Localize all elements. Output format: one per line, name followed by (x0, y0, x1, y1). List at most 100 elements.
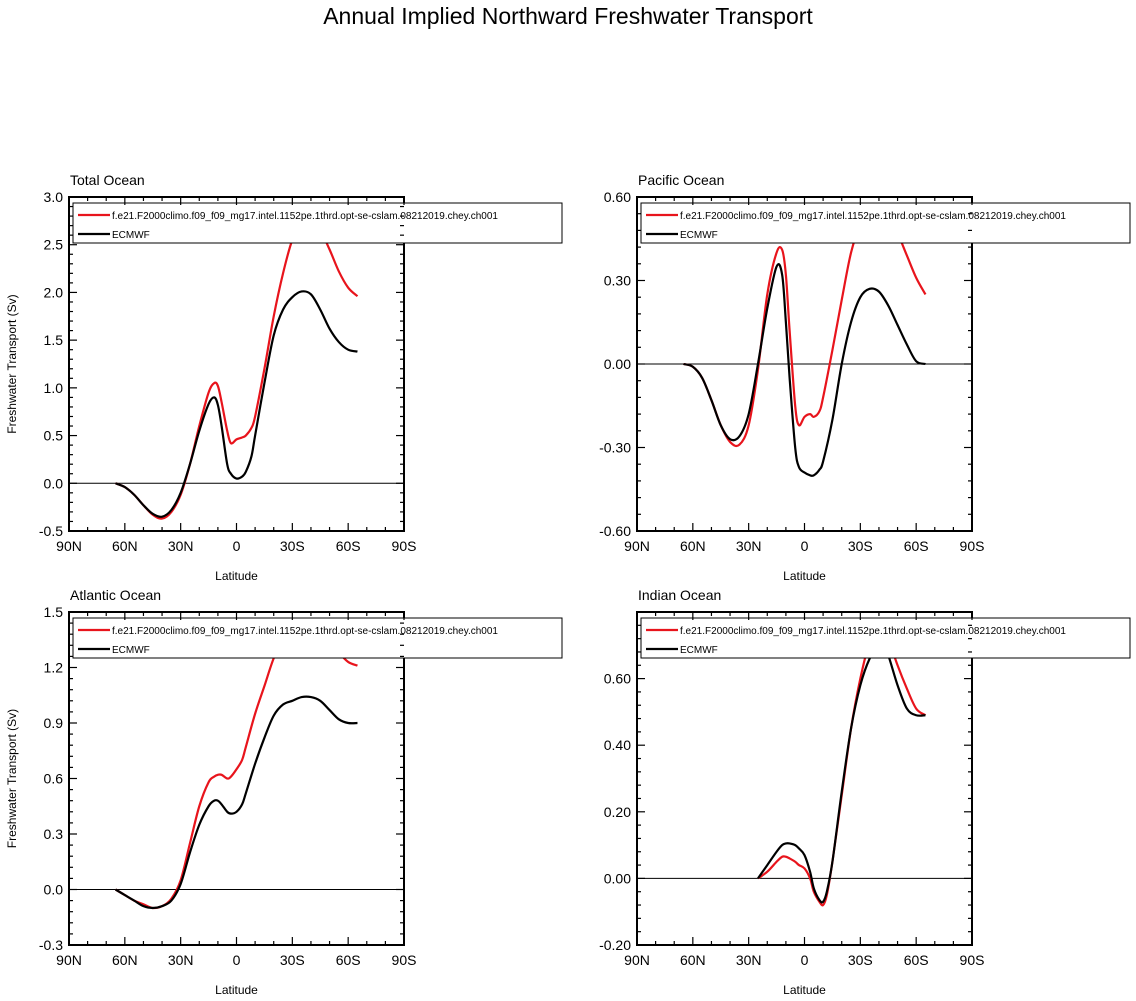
x-tick-label: 30N (736, 952, 762, 968)
x-tick-label: 30N (168, 538, 194, 554)
x-axis-label: Latitude (783, 983, 826, 997)
y-tick-label: 0.00 (604, 356, 631, 372)
y-tick-label: -0.30 (599, 440, 631, 456)
x-tick-label: 90S (960, 952, 985, 968)
y-tick-label: 0.60 (604, 189, 631, 205)
model-series-line (757, 622, 927, 907)
legend: f.e21.F2000climo.f09_f09_mg17.intel.1152… (640, 617, 1131, 659)
legend-box (640, 617, 1131, 659)
y-tick-label: 2.5 (44, 237, 64, 253)
x-tick-label: 90N (56, 952, 82, 968)
x-axis-label: Latitude (215, 983, 258, 997)
legend-label: ECMWF (680, 230, 718, 241)
model-series-line (115, 219, 359, 520)
x-tick-label: 60N (112, 952, 138, 968)
y-tick-label: 0.20 (604, 804, 631, 820)
x-tick-label: 90S (392, 952, 417, 968)
x-tick-label: 60N (680, 538, 706, 554)
panels: Total Ocean f.e21.F2000climo.f09_f09_mg17… (5, 172, 1131, 997)
y-tick-label: 0.6 (44, 771, 64, 787)
y-tick-label: 0.5 (44, 428, 64, 444)
x-tick-label: 90S (960, 538, 985, 554)
panel-title: Indian Ocean (638, 587, 721, 603)
x-tick-label: 90N (624, 952, 650, 968)
y-tick-label: 1.5 (44, 332, 64, 348)
x-tick-label: 90N (56, 538, 82, 554)
ecmwf-series-line (114, 695, 358, 910)
y-tick-label: -0.5 (39, 523, 63, 539)
x-tick-label: 60S (904, 538, 929, 554)
series-group (69, 625, 404, 910)
x-tick-label: 60S (904, 952, 929, 968)
y-tick-label: -0.20 (599, 937, 631, 953)
y-tick-label: 3.0 (44, 189, 64, 205)
x-tick-label: 30S (848, 952, 873, 968)
plot-frame (68, 196, 405, 532)
series-group (69, 219, 404, 520)
y-tick-label: 0.3 (44, 826, 64, 842)
legend: f.e21.F2000climo.f09_f09_mg17.intel.1152… (640, 202, 1131, 244)
x-tick-label: 30S (280, 952, 305, 968)
ecmwf-series-line (115, 290, 358, 518)
panel-title: Atlantic Ocean (70, 587, 161, 603)
x-tick-label: 0 (233, 952, 241, 968)
panel-4: Indian Ocean f.e21.F2000climo.f09_f09_mg1… (599, 587, 1131, 997)
y-tick-label: -0.3 (39, 937, 63, 953)
y-tick-label: -0.60 (599, 523, 631, 539)
legend-label: f.e21.F2000climo.f09_f09_mg17.intel.1152… (112, 211, 498, 222)
x-tick-label: 0 (801, 952, 809, 968)
y-tick-label: 0.60 (604, 671, 631, 687)
x-tick-label: 30N (168, 952, 194, 968)
ecmwf-series-line (683, 263, 926, 477)
plot-frame (68, 611, 405, 946)
legend-label: f.e21.F2000climo.f09_f09_mg17.intel.1152… (680, 626, 1066, 637)
x-axis-label: Latitude (215, 569, 258, 583)
panel-title: Pacific Ocean (638, 172, 724, 188)
model-series-line (683, 206, 927, 448)
y-tick-label: 1.5 (44, 604, 64, 620)
y-tick-label: 1.2 (44, 660, 64, 676)
ecmwf-series-line (757, 642, 926, 904)
y-tick-label: 0.0 (44, 475, 64, 491)
x-tick-label: 60S (336, 538, 361, 554)
panel-title: Total Ocean (70, 172, 145, 188)
x-tick-label: 0 (233, 538, 241, 554)
main-title: Annual Implied Northward Freshwater Tran… (323, 3, 813, 29)
panel-2: Pacific Ocean f.e21.F2000climo.f09_f09_mg… (599, 172, 1131, 583)
x-tick-label: 60N (680, 952, 706, 968)
model-series-line (114, 625, 358, 910)
legend-label: ECMWF (112, 230, 150, 241)
y-tick-label: 1.0 (44, 380, 64, 396)
y-tick-label: 2.0 (44, 284, 64, 300)
x-axis-label: Latitude (783, 569, 826, 583)
legend-box (72, 202, 563, 244)
x-tick-label: 60N (112, 538, 138, 554)
x-tick-label: 30S (280, 538, 305, 554)
x-tick-label: 90S (392, 538, 417, 554)
x-tick-label: 60S (336, 952, 361, 968)
y-tick-label: 0.9 (44, 715, 64, 731)
y-tick-label: 0.40 (604, 737, 631, 753)
x-tick-label: 30N (736, 538, 762, 554)
y-axis-label: Freshwater Transport (Sv) (5, 294, 19, 433)
x-tick-label: 90N (624, 538, 650, 554)
legend-box (72, 617, 563, 659)
panel-1: Total Ocean f.e21.F2000climo.f09_f09_mg17… (5, 172, 563, 583)
plot-frame (636, 611, 973, 946)
y-tick-label: 0.30 (604, 273, 631, 289)
panel-3: Atlantic Ocean f.e21.F2000climo.f09_f09_m… (5, 587, 563, 997)
series-group (637, 622, 972, 907)
y-tick-label: 0.00 (604, 870, 631, 886)
x-tick-label: 0 (801, 538, 809, 554)
x-tick-label: 30S (848, 538, 873, 554)
legend: f.e21.F2000climo.f09_f09_mg17.intel.1152… (72, 617, 563, 659)
y-tick-label: 0.0 (44, 882, 64, 898)
legend-box (640, 202, 1131, 244)
y-axis-label: Freshwater Transport (Sv) (5, 709, 19, 848)
legend-label: ECMWF (680, 645, 718, 656)
legend-label: f.e21.F2000climo.f09_f09_mg17.intel.1152… (112, 626, 498, 637)
legend-label: ECMWF (112, 645, 150, 656)
series-group (637, 206, 972, 477)
legend-label: f.e21.F2000climo.f09_f09_mg17.intel.1152… (680, 211, 1066, 222)
